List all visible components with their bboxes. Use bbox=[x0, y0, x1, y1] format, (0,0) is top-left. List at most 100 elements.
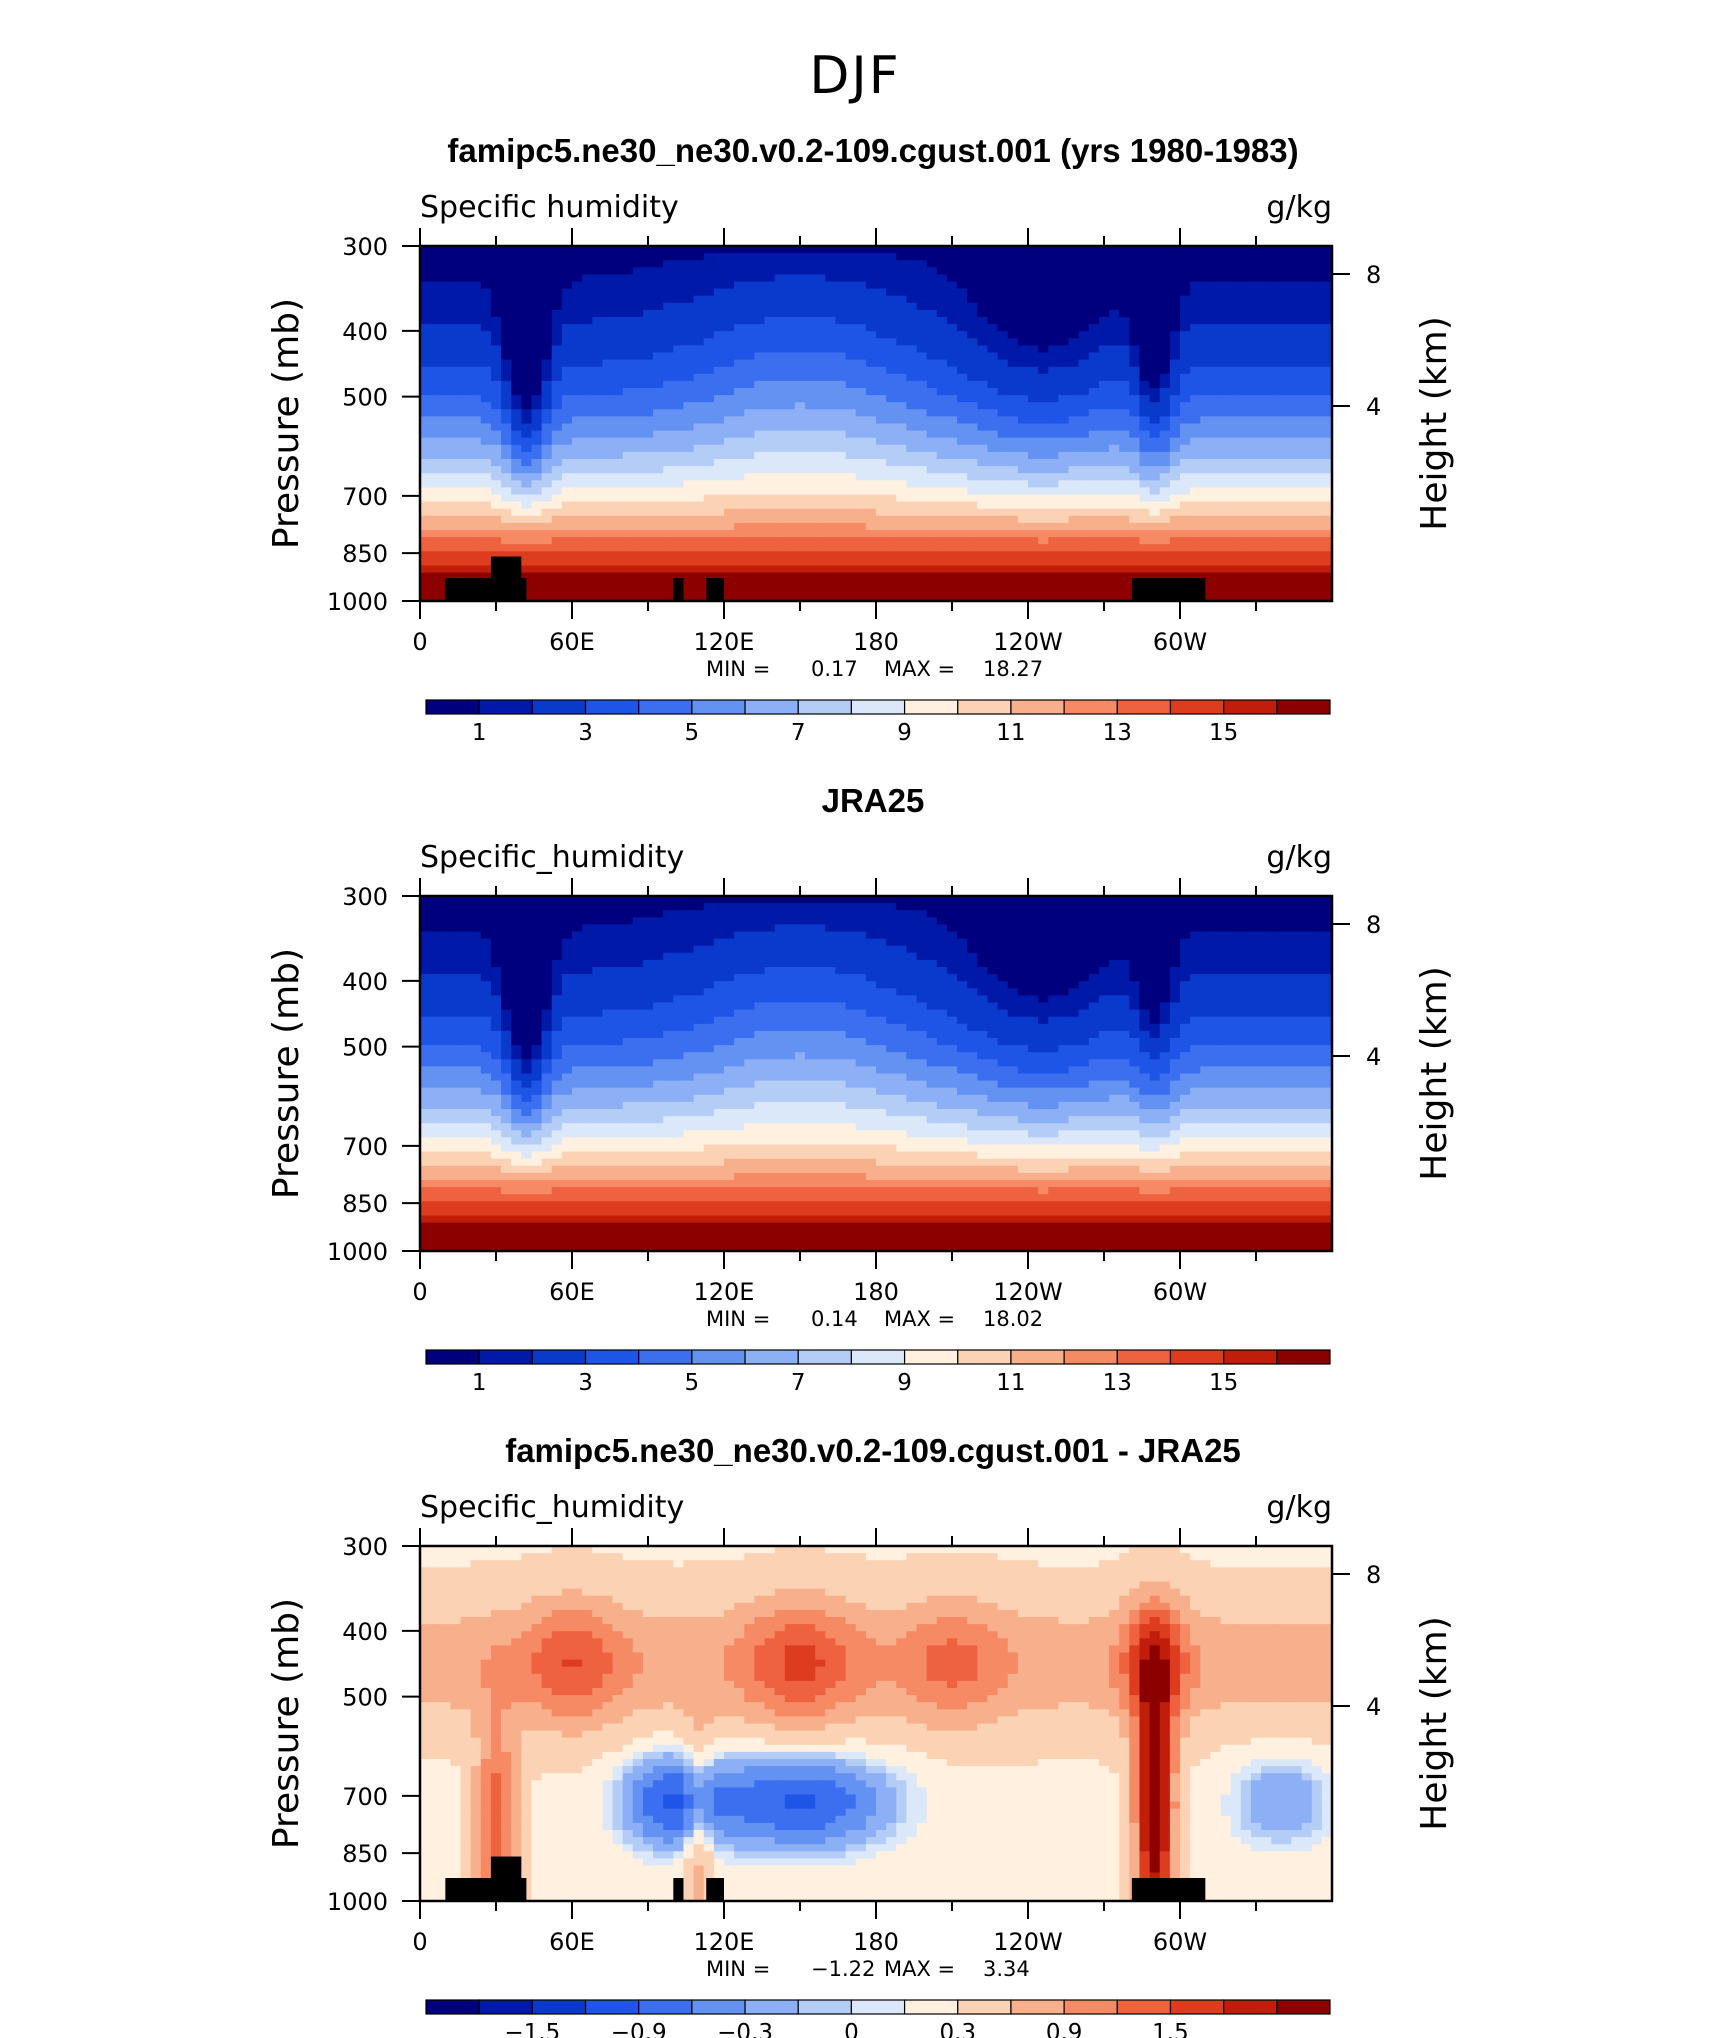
heatmap-cell bbox=[561, 558, 573, 567]
heatmap-cell bbox=[480, 366, 492, 375]
heatmap-cell bbox=[420, 352, 431, 361]
heatmap-cell bbox=[1281, 246, 1293, 254]
heatmap-cell bbox=[1078, 253, 1090, 261]
heatmap-cell bbox=[420, 317, 431, 325]
heatmap-cell bbox=[764, 267, 776, 275]
heatmap-cell bbox=[653, 459, 664, 467]
heatmap-cell bbox=[1098, 345, 1110, 354]
heatmap-cell bbox=[967, 917, 978, 925]
heatmap-cell bbox=[1119, 295, 1130, 304]
heatmap-cell bbox=[1139, 494, 1151, 503]
heatmap-cell bbox=[876, 423, 887, 432]
heatmap-cell bbox=[845, 494, 857, 503]
heatmap-cell bbox=[521, 388, 533, 396]
heatmap-cell bbox=[693, 295, 705, 304]
heatmap-cell bbox=[734, 437, 745, 446]
heatmap-cell bbox=[663, 352, 674, 361]
heatmap-cell bbox=[683, 388, 695, 396]
heatmap-cell bbox=[1109, 260, 1120, 268]
heatmap-cell bbox=[1058, 324, 1070, 332]
heatmap-cell bbox=[450, 331, 462, 339]
heatmap-cell bbox=[642, 352, 654, 361]
heatmap-cell bbox=[561, 302, 573, 311]
heatmap-cell bbox=[673, 459, 685, 467]
heatmap-cell bbox=[1028, 331, 1039, 339]
heatmap-cell bbox=[724, 423, 735, 432]
heatmap-cell bbox=[1088, 501, 1100, 510]
heatmap-cell bbox=[957, 395, 968, 403]
heatmap-cell bbox=[612, 416, 624, 425]
heatmap-cell bbox=[673, 896, 685, 904]
heatmap-cell bbox=[1139, 302, 1151, 311]
heatmap-cell bbox=[501, 253, 512, 261]
heatmap-cell bbox=[1291, 309, 1303, 318]
heatmap-cell bbox=[582, 395, 593, 403]
heatmap-cell bbox=[957, 586, 968, 595]
heatmap-cell bbox=[724, 302, 735, 311]
heatmap-cell bbox=[602, 331, 614, 339]
heatmap-cell bbox=[1180, 288, 1191, 297]
heatmap-cell bbox=[632, 593, 644, 602]
heatmap-cell bbox=[1281, 409, 1293, 417]
heatmap-cell bbox=[977, 530, 989, 538]
heatmap-cell bbox=[865, 473, 877, 481]
heatmap-cell bbox=[440, 395, 451, 403]
heatmap-cell bbox=[896, 451, 907, 460]
heatmap-cell bbox=[612, 430, 624, 439]
heatmap-cell bbox=[957, 352, 968, 361]
heatmap-cell bbox=[420, 551, 431, 559]
heatmap-cell bbox=[754, 395, 766, 403]
heatmap-cell bbox=[977, 281, 989, 290]
heatmap-cell bbox=[865, 586, 877, 595]
heatmap-cell bbox=[1159, 572, 1171, 581]
heatmap-cell bbox=[926, 896, 938, 904]
heatmap-cell bbox=[470, 537, 482, 545]
heatmap-cell bbox=[754, 416, 766, 425]
heatmap-cell bbox=[1250, 402, 1262, 410]
heatmap-cell bbox=[774, 246, 786, 254]
heatmap-cell bbox=[1139, 480, 1151, 488]
heatmap-cell bbox=[784, 359, 796, 368]
heatmap-cell bbox=[774, 430, 786, 439]
heatmap-cell bbox=[1119, 537, 1130, 545]
heatmap-cell bbox=[754, 267, 766, 275]
heatmap-cell bbox=[946, 451, 958, 460]
heatmap-cell bbox=[1240, 366, 1252, 375]
heatmap-cell bbox=[724, 288, 735, 297]
heatmap-cell bbox=[1271, 572, 1282, 581]
heatmap-cell bbox=[642, 324, 654, 332]
heatmap-cell bbox=[1240, 409, 1252, 417]
heatmap-cell bbox=[815, 451, 826, 460]
heatmap-cell bbox=[501, 359, 512, 368]
heatmap-cell bbox=[1291, 551, 1303, 559]
heatmap-cell bbox=[592, 352, 603, 361]
heatmap-cell bbox=[845, 544, 857, 552]
heatmap-cell bbox=[916, 380, 928, 389]
heatmap-cell bbox=[825, 544, 837, 552]
heatmap-cell bbox=[1129, 466, 1141, 474]
heatmap-cell bbox=[855, 352, 867, 361]
heatmap-cell bbox=[1281, 910, 1293, 918]
heatmap-cell bbox=[886, 515, 897, 524]
heatmap-cell bbox=[1311, 544, 1323, 552]
heatmap-cell bbox=[845, 331, 857, 339]
heatmap-cell bbox=[1139, 267, 1151, 275]
heatmap-cell bbox=[1129, 281, 1141, 290]
heatmap-cell bbox=[1139, 444, 1151, 453]
heatmap-cell bbox=[805, 423, 816, 432]
heatmap-cell bbox=[1240, 331, 1252, 339]
heatmap-cell bbox=[551, 302, 563, 311]
heatmap-cell bbox=[490, 345, 502, 354]
heatmap-cell bbox=[1261, 423, 1272, 432]
heatmap-cell bbox=[632, 409, 644, 417]
heatmap-cell bbox=[876, 373, 887, 382]
heatmap-cell bbox=[1200, 558, 1211, 567]
heatmap-cell bbox=[521, 423, 533, 432]
heatmap-cell bbox=[1311, 473, 1323, 481]
heatmap-cell bbox=[663, 508, 674, 517]
heatmap-cell bbox=[876, 593, 887, 602]
heatmap-cell bbox=[744, 565, 755, 574]
heatmap-cell bbox=[531, 586, 543, 595]
heatmap-cell bbox=[967, 480, 978, 488]
heatmap-cell bbox=[531, 515, 543, 524]
